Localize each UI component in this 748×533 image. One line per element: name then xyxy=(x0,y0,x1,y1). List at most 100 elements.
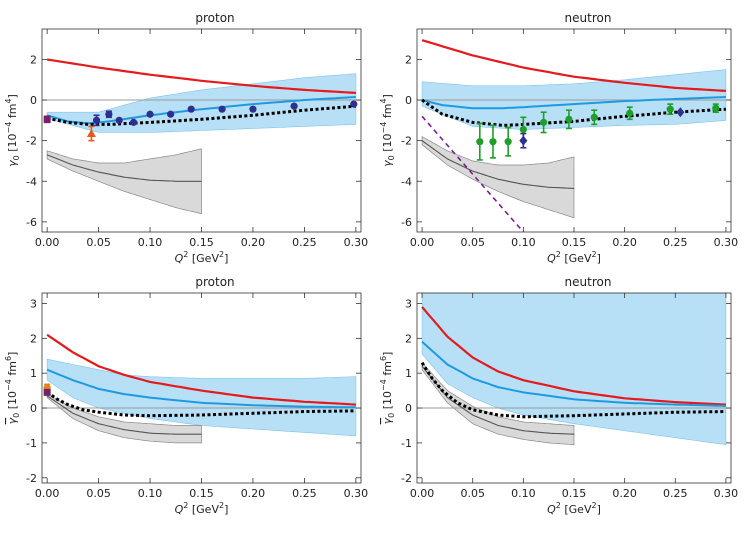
data-point xyxy=(187,105,195,113)
x-tick-label: 0.25 xyxy=(663,236,688,249)
blue-curve xyxy=(421,341,726,407)
y-tick-label: -6 xyxy=(26,216,37,229)
gray-curve xyxy=(421,365,575,435)
data-point xyxy=(540,118,548,126)
x-tick-label: 0.20 xyxy=(612,236,637,249)
panel-title: proton xyxy=(195,11,234,25)
data-point xyxy=(476,138,484,146)
x-tick-label: 0.30 xyxy=(344,236,369,249)
data-point xyxy=(218,105,226,113)
data-point xyxy=(290,102,298,110)
x-tick-label: 0.05 xyxy=(460,236,485,249)
gray-uncertainty-band xyxy=(421,361,575,446)
x-tick-label: 0.20 xyxy=(612,487,637,500)
navy-circles xyxy=(92,100,358,127)
y-tick-label: 2 xyxy=(30,53,37,66)
x-tick-label: 0.10 xyxy=(511,487,536,500)
x-tick-label: 0.10 xyxy=(138,236,163,249)
y-axis-label: γ0 [10−4 fm6] xyxy=(4,352,21,425)
data-point xyxy=(590,113,598,121)
black-dotted-curve xyxy=(46,391,356,418)
red-curve xyxy=(421,306,726,406)
black-dotted-curve xyxy=(420,361,726,419)
y-tick-label: 3 xyxy=(405,297,412,310)
data-point xyxy=(86,129,96,138)
purple-dashed-line xyxy=(421,115,524,232)
orange-triangle xyxy=(86,125,96,142)
gray-uncertainty-band xyxy=(421,136,575,219)
x-tick-label: 0.10 xyxy=(511,236,536,249)
data-point xyxy=(519,125,527,134)
x-tick-label: 0.05 xyxy=(86,236,111,249)
panel-gamma0-proton: proton 0.00 0.05 0.10 0.15 0.20 0.25 0.30 -6 -4 -… xyxy=(4,11,368,265)
panel-gamma0-neutron: neutron 0.00 0.05 0.10 0.15 0.20 0.25 0.30 -6 -4… xyxy=(379,11,738,265)
y-tick-label: 2 xyxy=(405,332,412,345)
gray-curve xyxy=(46,154,202,182)
x-tick-label: 0.15 xyxy=(189,487,214,500)
data-point xyxy=(712,104,720,112)
panel-title: neutron xyxy=(565,275,612,289)
y-axis-label: γ0 [10−4 fm6] xyxy=(379,352,396,425)
panel-title: neutron xyxy=(565,11,612,25)
data-point xyxy=(504,138,512,146)
green-circles xyxy=(476,103,720,161)
blue-uncertainty-band xyxy=(46,358,357,437)
x-tick-label: 0.30 xyxy=(714,487,739,500)
data-point xyxy=(249,105,257,113)
data-point xyxy=(92,116,101,124)
x-axis-label: Q2 [GeV2] xyxy=(547,250,601,265)
y-tick-label: 3 xyxy=(30,297,37,310)
y-tick-label: -2 xyxy=(401,472,412,485)
data-point xyxy=(565,115,573,123)
data-point xyxy=(626,109,634,117)
x-axis-label: Q2 [GeV2] xyxy=(547,501,601,516)
x-tick-label: 0.20 xyxy=(241,487,266,500)
panel-gamma0bar-neutron: neutron 0.00 0.05 0.10 0.15 0.20 0.25 0.30 -2 -1… xyxy=(379,275,739,516)
y-tick-label: -4 xyxy=(401,175,412,188)
blue-curve xyxy=(46,368,356,409)
x-tick-label: 0.00 xyxy=(410,236,435,249)
black-dotted-curve xyxy=(421,98,726,127)
x-tick-label: 0.25 xyxy=(292,487,317,500)
data-point xyxy=(115,116,123,124)
red-curve xyxy=(46,333,356,406)
y-tick-label: 1 xyxy=(30,367,37,380)
gray-uncertainty-band xyxy=(46,393,202,444)
y-tick-label: -2 xyxy=(26,472,37,485)
data-point xyxy=(350,100,358,108)
black-dotted-curve xyxy=(46,104,357,126)
y-tick-label: 2 xyxy=(30,332,37,345)
x-tick-label: 0.30 xyxy=(714,236,739,249)
y-tick-label: -2 xyxy=(26,135,37,148)
x-tick-label: 0.25 xyxy=(663,487,688,500)
x-tick-label: 0.05 xyxy=(86,487,111,500)
plot-area xyxy=(42,333,361,444)
y-axis-label: γ0 [10−4 fm4] xyxy=(379,94,396,167)
y-tick-label: 1 xyxy=(405,367,412,380)
x-tick-label: 0.30 xyxy=(344,487,369,500)
red-curve xyxy=(421,39,726,92)
y-tick-label: 0 xyxy=(30,402,37,415)
x-tick-label: 0.15 xyxy=(562,487,587,500)
gray-curve xyxy=(46,395,202,435)
data-point xyxy=(43,115,51,123)
data-point xyxy=(676,107,685,118)
plot-area xyxy=(417,39,731,232)
x-tick-label: 0.20 xyxy=(241,236,266,249)
y-tick-label: 0 xyxy=(405,402,412,415)
y-tick-label: -6 xyxy=(401,216,412,229)
y-tick-label: -2 xyxy=(401,135,412,148)
x-axis-label: Q2 [GeV2] xyxy=(175,250,229,265)
y-tick-label: -4 xyxy=(26,175,37,188)
x-tick-label: 0.05 xyxy=(460,487,485,500)
x-tick-label: 0.15 xyxy=(562,236,587,249)
data-point xyxy=(167,110,175,118)
x-tick-label: 0.00 xyxy=(35,236,60,249)
y-tick-label: -1 xyxy=(401,437,412,450)
gray-uncertainty-band xyxy=(46,148,202,215)
data-point xyxy=(105,110,113,118)
panel-gamma0bar-proton: proton 0.00 0.05 0.10 0.15 0.20 0.25 0.30 -2 -1 0… xyxy=(4,275,368,516)
y-tick-label: -1 xyxy=(26,437,37,450)
x-tick-label: 0.10 xyxy=(138,487,163,500)
